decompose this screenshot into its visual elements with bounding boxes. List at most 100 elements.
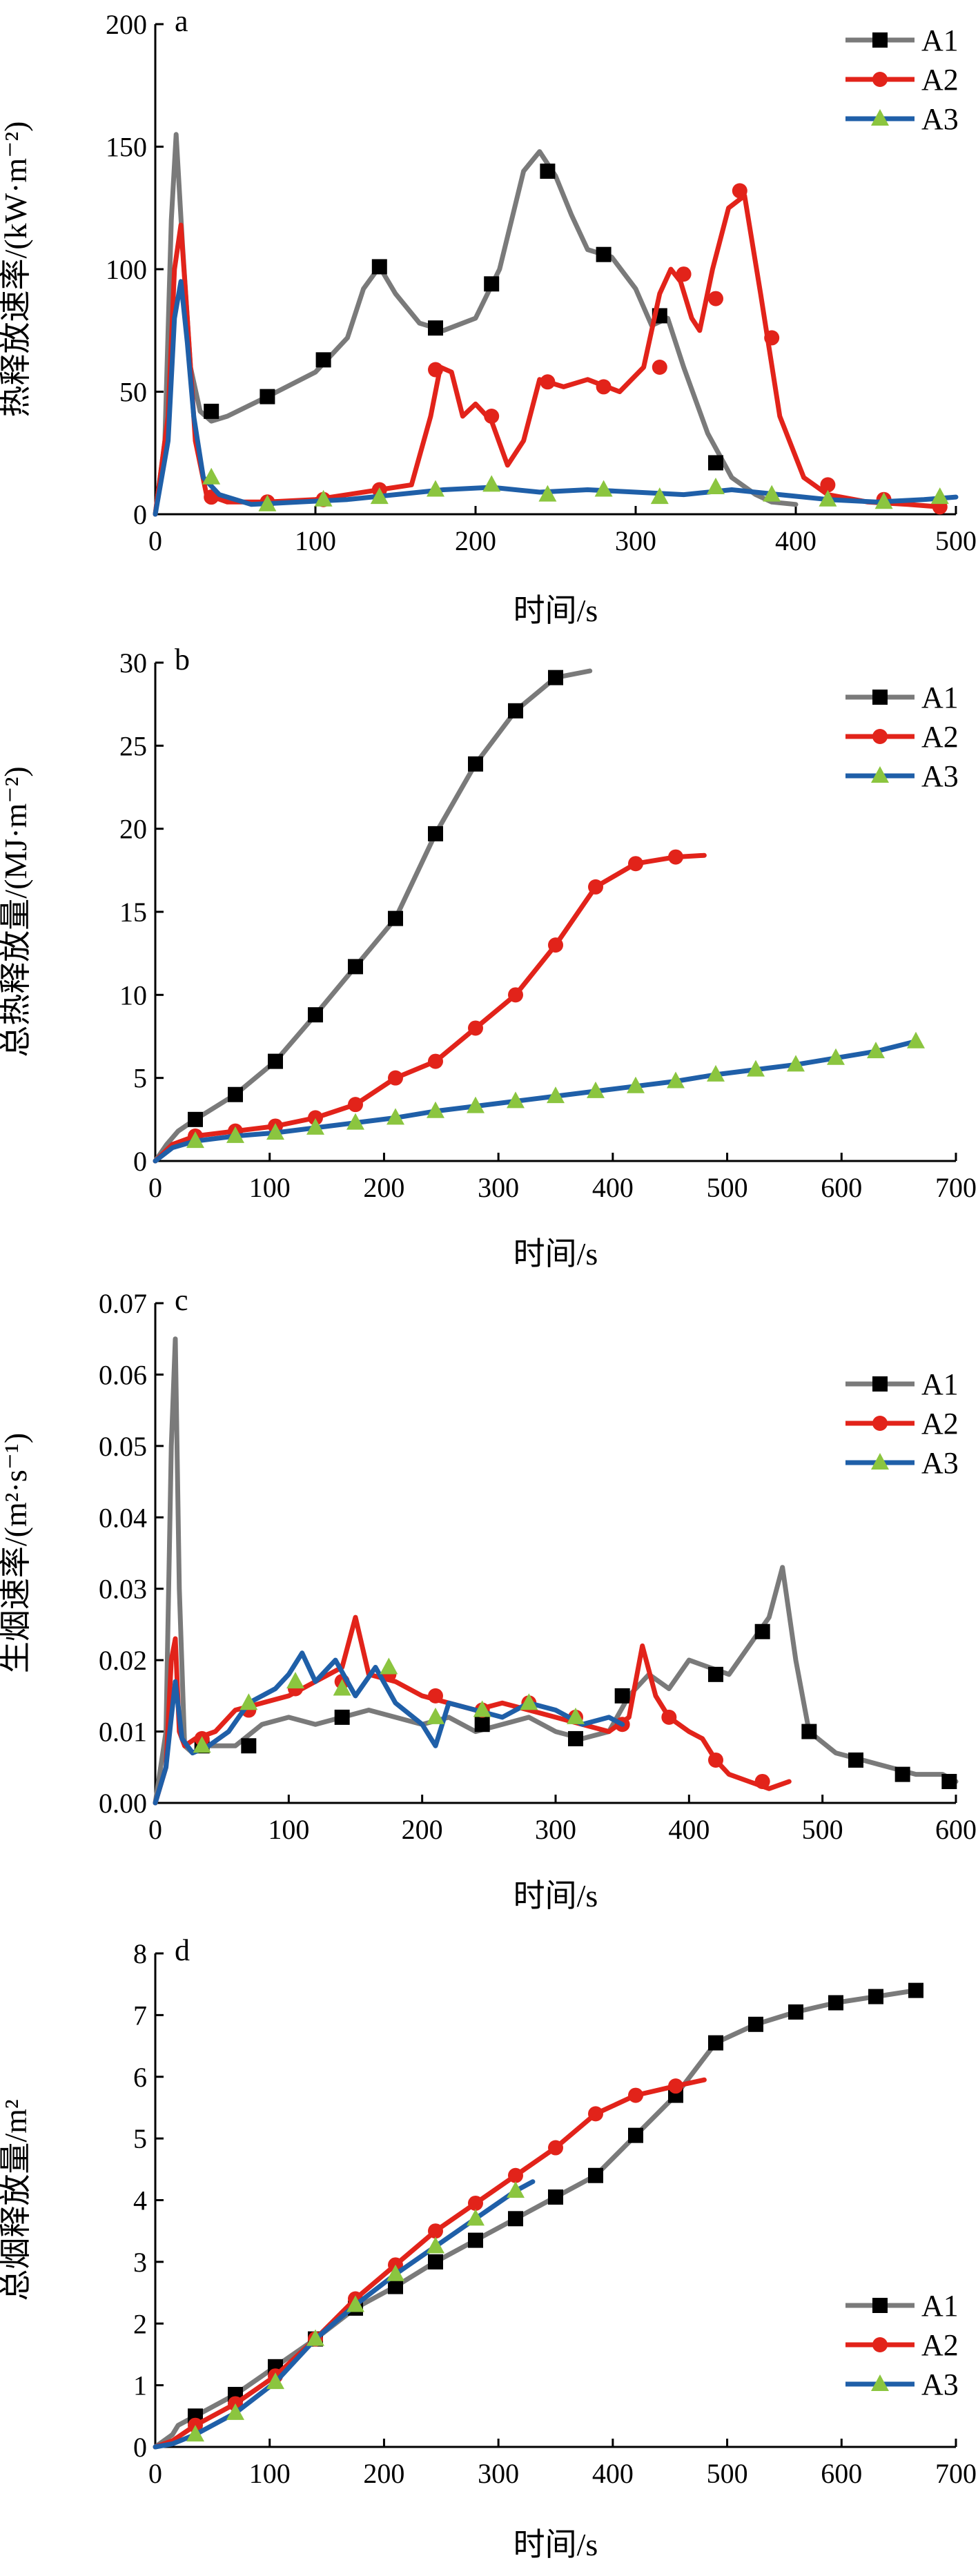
data-point-a3: [266, 1123, 284, 1140]
y-tick-label: 0.03: [99, 1574, 147, 1605]
series-line-a2: [153, 193, 943, 517]
y-tick-label: 0.02: [99, 1645, 147, 1676]
y-tick-label: 0.00: [99, 1788, 147, 1819]
data-point-a3: [707, 477, 725, 494]
x-axis-title: 时间/s: [514, 1878, 598, 1913]
x-tick-label: 500: [802, 1814, 843, 1845]
panel-label: d: [175, 1933, 190, 1967]
legend-marker-a3: [871, 2374, 889, 2391]
data-point-a3: [707, 1064, 725, 1082]
data-point-a2: [548, 2140, 563, 2156]
chart-panel-a: 0 100 200 300 400 500 0 50 100 150 200 a 时间/s 热释放速率/(…: [0, 4, 977, 628]
y-axis-title: 生烟速率/(m²·s⁻¹): [0, 1433, 33, 1673]
legend-marker-a3: [871, 109, 889, 126]
y-tick-label: 6: [133, 2062, 147, 2093]
legend-marker-a3: [871, 766, 889, 783]
x-axis-title: 时间/s: [514, 1236, 598, 1271]
x-tick-label: 500: [707, 2458, 748, 2489]
data-point-a1: [588, 2167, 603, 2183]
series-line-a2: [153, 2077, 707, 2450]
legend: A1 A2 A3: [845, 2289, 959, 2401]
x-tick-label: 0: [148, 1172, 162, 1203]
y-tick-label: 0: [133, 1146, 147, 1177]
data-point-a2: [676, 266, 692, 282]
x-axis-title: 时间/s: [514, 593, 598, 628]
data-point-a1: [484, 276, 500, 292]
data-point-a2: [388, 1070, 403, 1086]
y-tick-label: 0.07: [99, 1288, 147, 1319]
y-tick-label: 50: [119, 377, 147, 408]
data-point-a3: [507, 1091, 525, 1109]
data-point-a3: [520, 1693, 538, 1710]
legend-label-a3: A3: [921, 759, 959, 793]
data-point-a3: [482, 475, 501, 492]
data-point-a1: [801, 1724, 817, 1739]
data-point-a3: [202, 467, 221, 485]
data-point-a1: [540, 164, 556, 179]
data-point-a1: [508, 703, 523, 719]
legend-label-a2: A2: [921, 1407, 959, 1441]
y-tick-label: 0: [133, 499, 147, 530]
data-point-a2: [468, 2195, 483, 2211]
y-tick-label: 8: [133, 1938, 147, 1969]
data-point-a2: [348, 1097, 363, 1113]
data-point-a2: [661, 1709, 677, 1725]
data-point-a2: [628, 856, 643, 872]
data-point-a2: [588, 2106, 603, 2122]
data-point-a2: [468, 1020, 483, 1036]
series-line-a1: [153, 1336, 959, 1806]
chart-panel-b: 0 100 200 300 400 500 600 700 0 5 10 15 20 25 30 b 时间/s 总…: [0, 643, 977, 1271]
data-point-a3: [226, 2403, 244, 2420]
data-point-a2: [754, 1773, 770, 1789]
data-point-a3: [547, 1086, 565, 1104]
data-point-a2: [308, 1110, 323, 1126]
panel-label: b: [175, 643, 190, 676]
data-point-a1: [428, 320, 443, 336]
data-point-a2: [596, 379, 612, 395]
y-tick-label: 0.06: [99, 1359, 147, 1390]
x-axis-title: 时间/s: [514, 2527, 598, 2562]
data-point-a3: [567, 1707, 585, 1724]
data-point-a1: [348, 959, 363, 975]
data-point-a3: [286, 1672, 304, 1689]
legend-marker-a2: [872, 1416, 888, 1431]
x-tick-label: 100: [249, 2458, 291, 2489]
data-point-a1: [568, 1730, 583, 1746]
y-tick-label: 20: [119, 814, 147, 845]
legend-label-a1: A1: [921, 23, 959, 57]
data-point-a3: [594, 480, 613, 497]
data-point-a2: [708, 1752, 723, 1768]
data-point-a1: [754, 1623, 770, 1639]
y-tick-label: 30: [119, 647, 147, 679]
data-point-a3: [930, 487, 949, 505]
data-point-a3: [467, 1096, 485, 1113]
legend: A1 A2 A3: [845, 681, 959, 793]
data-point-a3: [867, 1042, 885, 1059]
y-tick-label: 2: [133, 2308, 147, 2339]
data-point-a3: [627, 1076, 645, 1093]
x-tick-label: 0: [148, 1814, 162, 1845]
data-point-a2: [508, 987, 523, 1003]
data-point-a3: [587, 1081, 605, 1098]
x-tick-label: 600: [935, 1814, 977, 1845]
x-tick-label: 400: [592, 1172, 634, 1203]
legend-marker-a2: [872, 72, 888, 87]
series-line-a2: [153, 852, 707, 1164]
data-point-a2: [548, 937, 563, 953]
legend-label-a3: A3: [921, 1446, 959, 1480]
panel-label: c: [175, 1283, 188, 1317]
x-tick-label: 0: [148, 2458, 162, 2489]
panel-label: a: [175, 4, 188, 38]
x-tick-label: 600: [821, 2458, 862, 2489]
data-point-a1: [428, 2254, 443, 2270]
legend-label-a3: A3: [921, 102, 959, 136]
data-point-a1: [748, 2016, 763, 2032]
data-point-a3: [907, 1031, 925, 1048]
data-point-a3: [819, 489, 837, 507]
y-tick-label: 3: [133, 2247, 147, 2278]
series-line-a1: [153, 1988, 919, 2450]
data-point-a3: [333, 1679, 351, 1696]
x-tick-label: 200: [402, 1814, 443, 1845]
data-point-a1: [908, 1982, 923, 1998]
y-tick-label: 25: [119, 730, 147, 761]
